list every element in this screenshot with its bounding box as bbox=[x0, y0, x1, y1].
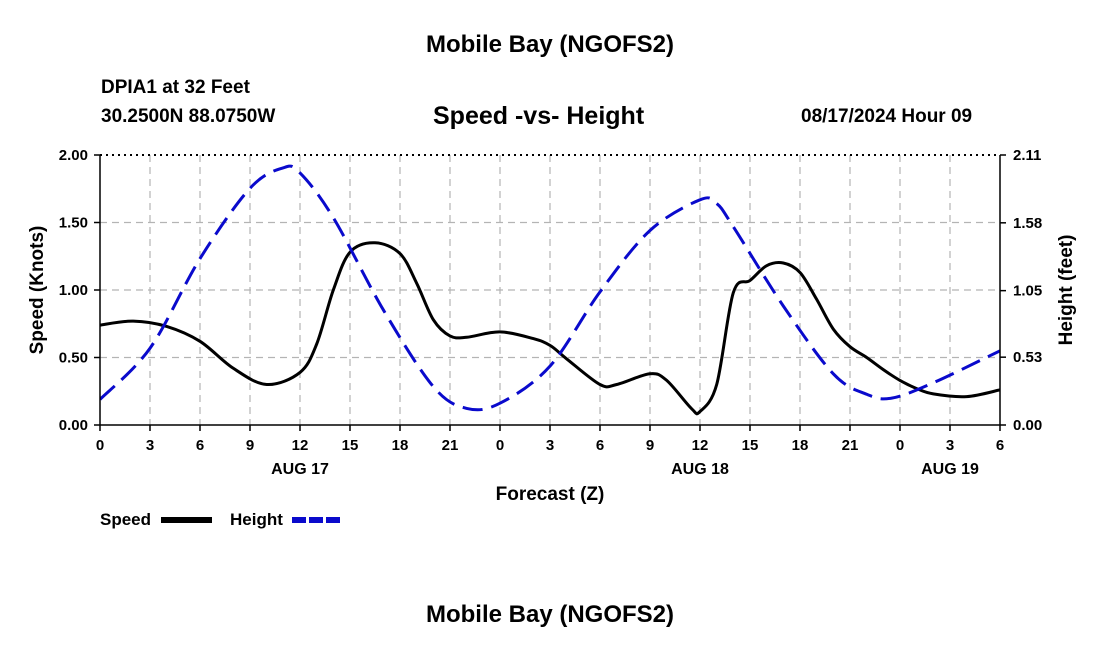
x-tick-label: 6 bbox=[196, 437, 204, 454]
grid-lines bbox=[100, 155, 1000, 425]
x-tick-label: 12 bbox=[292, 437, 309, 454]
x-tick-label: 0 bbox=[496, 437, 504, 454]
chart-title-bottom: Mobile Bay (NGOFS2) bbox=[425, 601, 675, 628]
x-tick-label: 3 bbox=[146, 437, 154, 454]
x-tick-label: 9 bbox=[246, 437, 254, 454]
legend-height-label: Height bbox=[230, 510, 283, 529]
x-tick-label: 6 bbox=[596, 437, 604, 454]
chart-title-top: Mobile Bay (NGOFS2) bbox=[425, 31, 675, 58]
x-tick-label: 18 bbox=[392, 437, 409, 454]
x-tick-label: 6 bbox=[996, 437, 1004, 454]
legend-speed-label: Speed bbox=[100, 510, 151, 529]
station-label: DPIA1 at 32 Feet bbox=[101, 77, 250, 98]
series-line-speed bbox=[100, 241, 1000, 416]
y-left-tick-label: 0.50 bbox=[59, 350, 88, 367]
x-tick-label: 9 bbox=[646, 437, 654, 454]
station-coordinates: 30.2500N 88.0750W bbox=[101, 106, 276, 127]
x-tick-label: 12 bbox=[692, 437, 709, 454]
x-day-label: AUG 18 bbox=[671, 461, 729, 478]
x-tick-label: 18 bbox=[792, 437, 809, 454]
x-axis-label: Forecast (Z) bbox=[496, 484, 605, 505]
y-axis-right-label: Height (feet) bbox=[1056, 235, 1077, 346]
forecast-time: 08/17/2024 Hour 09 bbox=[801, 106, 973, 127]
y-right-tick-label: 2.11 bbox=[1013, 147, 1041, 164]
y-left-tick-label: 2.00 bbox=[59, 147, 88, 164]
x-tick-label: 3 bbox=[546, 437, 554, 454]
series-line-height bbox=[100, 164, 1000, 412]
x-tick-label: 21 bbox=[442, 437, 459, 454]
x-tick-label: 3 bbox=[946, 437, 954, 454]
chart-subtitle: Speed -vs- Height bbox=[433, 102, 645, 130]
y-right-tick-label: 0.53 bbox=[1013, 349, 1042, 366]
y-left-tick-label: 1.00 bbox=[59, 282, 88, 299]
y-left-tick-label: 1.50 bbox=[59, 215, 88, 232]
x-day-label: AUG 17 bbox=[271, 461, 329, 478]
axis-tick-labels: 0 3 6 9 12 15 18 21 0 3 6 9 12 15 18 21 0 3 6 AUG 17 AUG 18 A… bbox=[59, 147, 1042, 478]
x-tick-label: 0 bbox=[96, 437, 104, 454]
y-left-tick-label: 0.00 bbox=[59, 417, 88, 434]
y-axis-left-label: Speed (Knots) bbox=[27, 226, 48, 355]
x-day-label: AUG 19 bbox=[921, 461, 979, 478]
x-tick-label: 0 bbox=[896, 437, 904, 454]
x-tick-label: 21 bbox=[842, 437, 859, 454]
y-right-tick-label: 1.05 bbox=[1013, 283, 1042, 300]
legend: Speed Height bbox=[100, 510, 342, 529]
y-right-tick-label: 0.00 bbox=[1013, 417, 1042, 434]
axis-ticks bbox=[94, 154, 1006, 431]
x-tick-label: 15 bbox=[342, 437, 359, 454]
data-series bbox=[100, 164, 1000, 416]
x-tick-label: 15 bbox=[742, 437, 759, 454]
y-right-tick-label: 1.58 bbox=[1013, 215, 1042, 232]
